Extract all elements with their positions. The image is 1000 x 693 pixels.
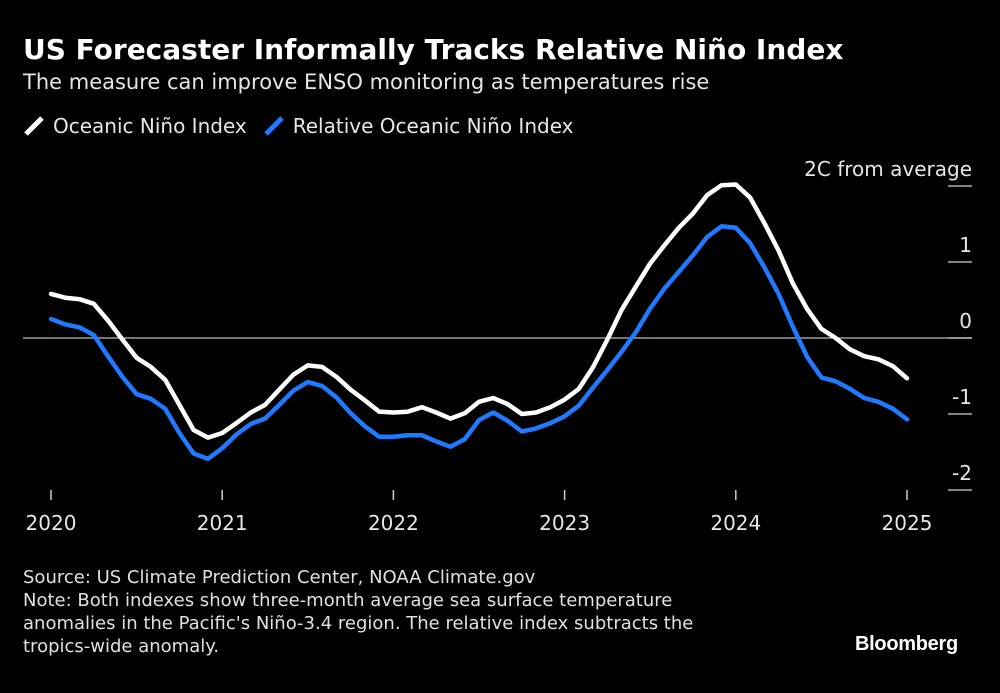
- series-line-oni: [48, 182, 910, 440]
- y-tick-label: -1: [952, 385, 972, 409]
- note-line-2: anomalies in the Pacific's Niño-3.4 regi…: [23, 613, 694, 634]
- source-notes: Source: US Climate Prediction Center, NO…: [23, 566, 823, 658]
- legend-swatch-roni-icon: [263, 116, 284, 136]
- y-tick-label: -2: [952, 461, 972, 485]
- chart-title: US Forecaster Informally Tracks Relative…: [23, 33, 844, 66]
- y-tick-label: 0: [959, 309, 972, 333]
- x-tick-label: 2021: [197, 511, 248, 535]
- legend-swatch-oni-icon: [24, 116, 44, 136]
- series-line-roni: [48, 224, 910, 462]
- y-tick-label: 1: [959, 233, 972, 257]
- y-tick-label: 2C from average: [804, 157, 972, 181]
- note-line-3: tropics-wide anomaly.: [23, 636, 220, 657]
- legend: Oceanic Niño Index Relative Oceanic Niño…: [23, 114, 579, 138]
- x-tick-label: 2024: [710, 511, 761, 535]
- note-line-1: Note: Both indexes show three-month aver…: [23, 590, 673, 611]
- x-tick-label: 2020: [26, 511, 77, 535]
- chart-subtitle: The measure can improve ENSO monitoring …: [23, 70, 710, 94]
- bloomberg-logo: Bloomberg: [855, 633, 958, 655]
- x-tick-label: 2022: [368, 511, 419, 535]
- legend-item-oni: Oceanic Niño Index: [23, 114, 247, 138]
- legend-label-oni: Oceanic Niño Index: [53, 114, 247, 138]
- legend-item-roni: Relative Oceanic Niño Index: [263, 114, 574, 138]
- legend-label-roni: Relative Oceanic Niño Index: [292, 114, 574, 138]
- x-tick-label: 2023: [539, 511, 590, 535]
- source-line: Source: US Climate Prediction Center, NO…: [23, 567, 536, 588]
- x-tick-label: 2025: [882, 511, 933, 535]
